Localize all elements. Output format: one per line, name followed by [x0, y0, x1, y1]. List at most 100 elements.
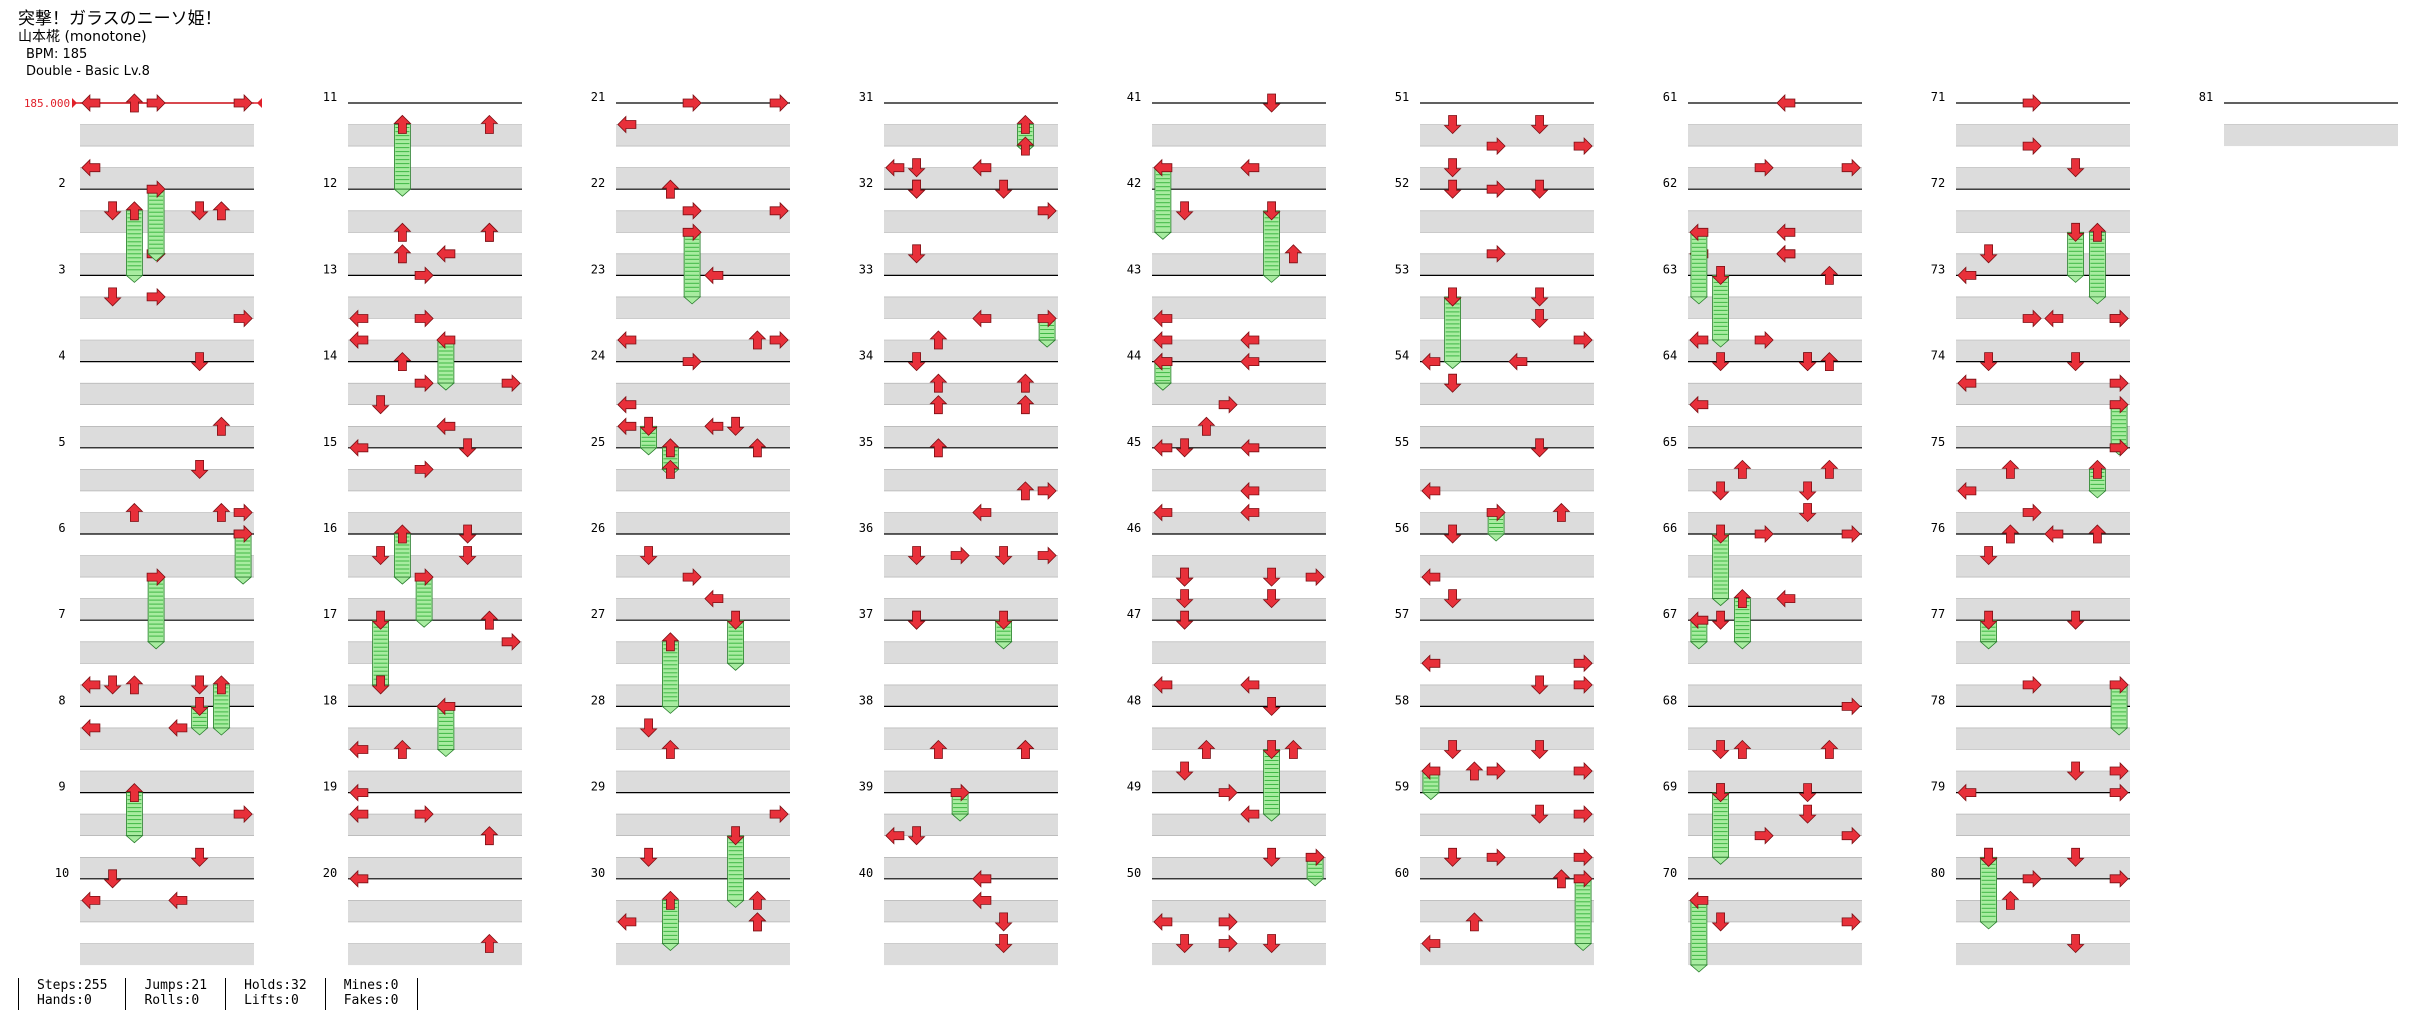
arrow-shape: [1465, 761, 1484, 781]
arrow-shape: [349, 869, 369, 888]
jump-arrow: [414, 374, 434, 393]
jump-arrow: [1798, 481, 1817, 501]
step-arrow: [2066, 761, 2085, 781]
step-arrow: [1240, 352, 1260, 371]
beat-band: [616, 857, 790, 879]
arrow-shape: [2109, 869, 2129, 888]
hold-end: [1306, 878, 1325, 887]
measure-number: 20: [323, 866, 337, 880]
measure-number: 13: [323, 262, 337, 276]
jump-arrow: [2109, 869, 2129, 888]
arrow-shape: [1508, 352, 1528, 371]
jump-arrow: [2088, 524, 2107, 544]
step-arrow: [190, 459, 209, 479]
arrow-shape: [682, 223, 702, 242]
arrow-shape: [414, 568, 434, 587]
beat-band: [1688, 771, 1862, 793]
step-arrow: [661, 739, 680, 759]
measure-number: 63: [1663, 262, 1677, 276]
step-arrow: [1175, 567, 1194, 587]
arrow-shape: [1262, 740, 1281, 760]
arrow-shape: [1016, 114, 1035, 134]
measure-number: 16: [323, 521, 337, 535]
stat-steps: Steps:255: [37, 978, 108, 993]
step-arrow: [190, 697, 209, 716]
arrow-shape: [1733, 459, 1752, 479]
measure-number: 53: [1395, 262, 1409, 276]
arrow-shape: [704, 266, 724, 285]
jump-arrow: [1776, 223, 1796, 242]
step-arrow: [1689, 611, 1709, 630]
measure-number: 19: [323, 780, 337, 794]
arrow-shape: [2066, 761, 2085, 781]
arrow-shape: [1841, 826, 1861, 845]
beat-band: [2224, 124, 2398, 147]
step-arrow: [1153, 158, 1173, 177]
arrow-shape: [1754, 826, 1774, 845]
beat-band: [80, 512, 254, 535]
measure-number: 52: [1395, 176, 1409, 190]
beat-band: [348, 167, 522, 190]
arrow-shape: [1711, 352, 1730, 372]
step-arrow: [414, 309, 434, 328]
step-arrow: [1798, 503, 1817, 523]
step-arrow: [1153, 438, 1173, 457]
arrow-shape: [2022, 503, 2042, 522]
beat-band: [1152, 296, 1326, 319]
step-arrow: [81, 891, 101, 910]
measure-number: 9: [58, 780, 65, 794]
step-arrow: [639, 416, 658, 436]
step-arrow: [907, 158, 926, 178]
step-arrow: [1754, 826, 1774, 845]
arrow-shape: [233, 309, 253, 328]
hold-end: [1443, 361, 1462, 370]
arrow-shape: [414, 460, 434, 479]
beat-band: [1152, 641, 1326, 664]
arrow-shape: [1175, 610, 1194, 630]
measure-number: 40: [859, 866, 873, 880]
beat-band: [1152, 426, 1326, 448]
step-arrow: [929, 373, 948, 393]
arrow-shape: [726, 826, 745, 846]
hold-note: [212, 684, 231, 736]
jump-arrow: [907, 610, 926, 630]
beat-band: [1956, 598, 2130, 621]
arrow-shape: [682, 201, 702, 220]
beat-band: [348, 641, 522, 664]
arrow-shape: [1240, 503, 1260, 522]
step-arrow: [2001, 890, 2020, 910]
beat-band: [1420, 383, 1594, 405]
beat-band: [616, 296, 790, 319]
jump-arrow: [1175, 934, 1194, 954]
step-arrow: [393, 352, 412, 372]
step-arrow: [972, 158, 992, 177]
arrow-shape: [704, 589, 724, 608]
beat-band: [1956, 727, 2130, 750]
step-arrow: [1153, 309, 1173, 328]
jump-arrow: [1240, 158, 1260, 177]
hold-end: [1689, 964, 1708, 973]
step-arrow: [436, 244, 456, 263]
arrow-shape: [1486, 848, 1506, 867]
arrow-shape: [1979, 244, 1998, 264]
hold-body: [437, 706, 455, 750]
arrow-shape: [1573, 805, 1593, 824]
beat-band: [1420, 900, 1594, 922]
hold-end: [2110, 727, 2129, 736]
arrow-shape: [2066, 934, 2085, 954]
arrow-shape: [748, 438, 767, 458]
step-arrow: [103, 675, 122, 695]
step-arrow: [501, 632, 521, 651]
beat-band: [80, 814, 254, 836]
jump-arrow: [233, 94, 253, 112]
beat-band: [1688, 253, 1862, 276]
arrow-shape: [1016, 481, 1035, 501]
jump-arrow: [1037, 546, 1057, 565]
measure-number: 71: [1931, 90, 1945, 104]
step-arrow: [2022, 869, 2042, 888]
arrow-shape: [190, 459, 209, 479]
arrow-shape: [1689, 611, 1709, 630]
arrow-shape: [1776, 589, 1796, 608]
beat-band: [348, 296, 522, 319]
step-arrow: [1421, 762, 1441, 780]
